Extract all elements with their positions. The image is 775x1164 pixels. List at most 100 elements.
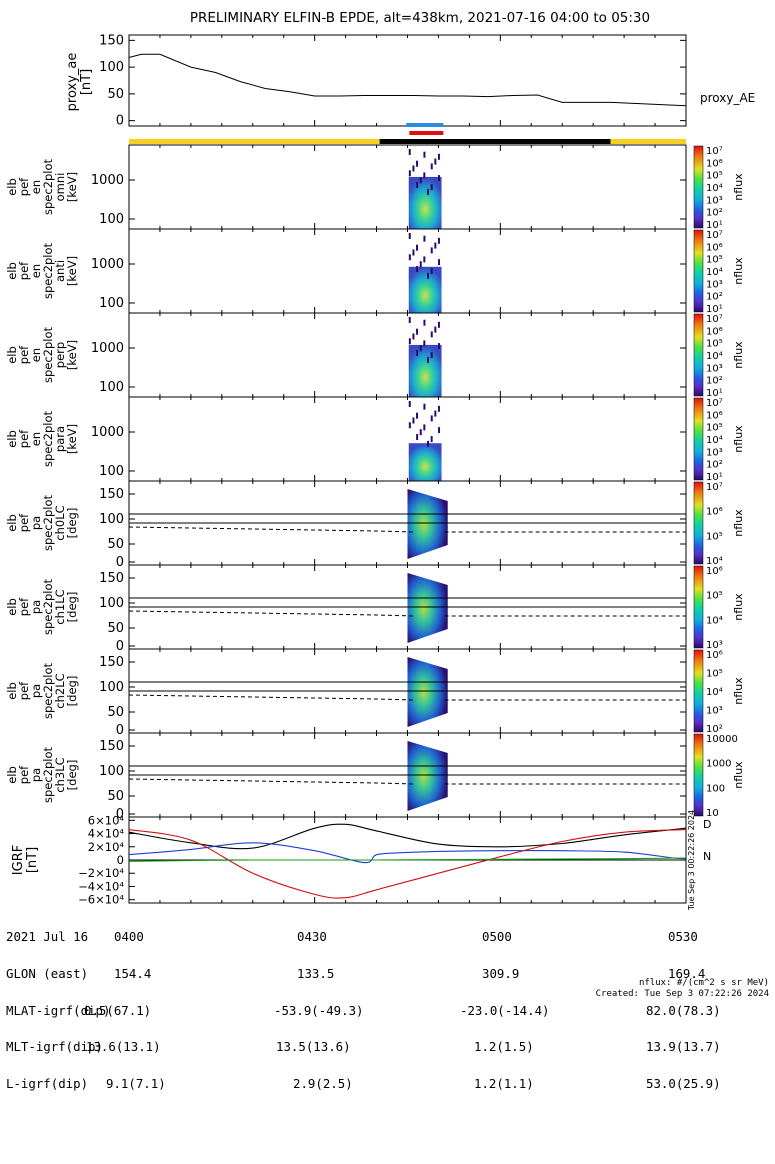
sparse-flux-pixel (430, 436, 433, 443)
spec-ytick-label: 150 (99, 571, 124, 586)
colorbar-tick-label: 10¹ (706, 472, 723, 483)
spec-ylabel-line: elb (5, 346, 19, 364)
spec-ylabel-line: en (29, 432, 43, 446)
footer-mlt-3: 13.9(13.7) (646, 1039, 721, 1055)
colorbar-tick-label: 10 (706, 808, 719, 819)
orbit-indicator-bars (129, 123, 686, 144)
spec-ylabel-line: pef (17, 597, 31, 616)
igrf-ytick-label: −4×10⁴ (78, 879, 124, 893)
colorbar-label: nflux (732, 425, 745, 453)
spec-ylabel-line: spec2plot (41, 242, 55, 299)
footer-glon-3: 169.4 (668, 966, 706, 981)
colorbar-tick-label: 10² (706, 460, 723, 471)
sparse-flux-pixel (423, 424, 426, 431)
sparse-flux-pixel (423, 403, 426, 410)
colorbar-tick-label: 10⁷ (706, 230, 723, 241)
colorbar-tick-label: 10⁴ (706, 183, 723, 194)
sparse-flux-pixel (427, 272, 430, 279)
pitch-angle-distribution-blob (407, 489, 448, 559)
colorbar-tick-label: 10⁶ (706, 242, 723, 253)
sparse-flux-pixel (423, 340, 426, 347)
colorbar-tick-label: 10² (706, 292, 723, 303)
colorbar-tick-label: 10⁵ (706, 669, 723, 680)
igrf-ytick-label: 0 (117, 853, 124, 867)
colorbar-tick-label: 10⁴ (706, 556, 723, 567)
footer-row-time: 2021 Jul 16 0400 0430 0500 0530 (6, 931, 698, 944)
spec-ylabel-line: pef (17, 765, 31, 784)
colorbar-tick-label: 10⁵ (706, 591, 723, 602)
spec-ylabel-line: spec2plot (41, 578, 55, 635)
sparse-flux-pixel (430, 163, 433, 170)
sparse-flux-pixel (416, 434, 419, 440)
spec-panel-frame (128, 228, 687, 314)
spec-ylabel-line: anti (53, 260, 67, 282)
footer-l-2: 1.2(1.1) (474, 1075, 534, 1091)
ae-ytick-label: 0 (116, 114, 124, 129)
spec-ylabel-line: elb (5, 178, 19, 196)
sparse-flux-pixel (434, 410, 437, 417)
units-note: nflux: #/(cm^2 s sr MeV) (638, 978, 769, 988)
spec-ylabel-line: elb (5, 514, 19, 532)
colorbar-tick-label: 10⁶ (706, 566, 723, 577)
ae-ylabel: proxy_ae (65, 53, 80, 112)
igrf-legend-n: N (703, 850, 711, 863)
spec-ylabel-line: [keV] (65, 424, 79, 454)
sparse-flux-pixel (438, 343, 441, 350)
sparse-flux-pixel (416, 266, 419, 272)
sparse-flux-pixel (423, 172, 426, 179)
energy-spectrum-blob (408, 344, 442, 397)
sparse-flux-pixel (416, 350, 419, 356)
colorbar-tick-label: 10⁶ (706, 507, 723, 518)
spec-ylabel-line: pef (17, 513, 31, 532)
pitch-angle-distribution-blob (407, 657, 448, 727)
colorbar-label: nflux (732, 509, 745, 537)
spec-ylabel-line: ch0LC (53, 505, 67, 540)
spec-ylabel-line: en (29, 348, 43, 362)
spec-ylabel-line: omni (53, 173, 67, 202)
sparse-flux-pixel (438, 259, 441, 266)
created-stamp: Created: Tue Sep 3 07:22:26 2024 (595, 989, 769, 999)
spec-ylabel-line: [keV] (65, 172, 79, 202)
colorbar (693, 397, 704, 481)
footer-label-l: L-igrf(dip) (6, 1075, 89, 1091)
spec-ylabel-line: perp (53, 342, 67, 368)
anti-loss-cone-dashed-line (128, 610, 414, 617)
ae-ytick-label: 50 (107, 87, 124, 102)
spec-ylabel-line: spec2plot (41, 494, 55, 551)
spec-panel-frame (128, 396, 687, 482)
sparse-flux-pixel (430, 184, 433, 191)
spec-panel-frame (128, 312, 687, 398)
sparse-flux-pixel (408, 317, 411, 323)
energy-spectrum-blob (408, 443, 442, 481)
colorbar (693, 649, 704, 733)
colorbar (693, 313, 704, 397)
igrf-blue-line (128, 842, 687, 864)
energy-spectrum-blob (408, 176, 442, 229)
igrf-legend-d: D (703, 818, 711, 831)
colorbar-label: nflux (732, 173, 745, 201)
footer-glon-0: 154.4 (114, 966, 152, 981)
igrf-ylabel: IGRF (11, 845, 26, 875)
spec-panel-frame (128, 144, 687, 230)
colorbar-tick-label: 10⁵ (706, 531, 723, 542)
ae-ytick-label: 100 (99, 60, 124, 75)
sparse-flux-pixel (419, 429, 422, 436)
sparse-flux-pixel (416, 412, 419, 419)
sparse-flux-pixel (437, 237, 440, 244)
spec-ylabel-line: [deg] (65, 508, 79, 539)
colorbar-tick-label: 10⁶ (706, 158, 723, 169)
spec-ytick-label: 150 (99, 655, 124, 670)
spec-ylabel-line: pa (29, 516, 43, 530)
sparse-flux-pixel (430, 247, 433, 254)
colorbar (693, 481, 704, 565)
spec-ylabel-line: pef (17, 345, 31, 364)
sparse-flux-pixel (423, 256, 426, 263)
sparse-flux-pixel (423, 151, 426, 158)
energy-spectrum-blob (408, 266, 442, 313)
sparse-flux-pixel (412, 417, 415, 424)
spec-ylabel-line: pef (17, 177, 31, 196)
